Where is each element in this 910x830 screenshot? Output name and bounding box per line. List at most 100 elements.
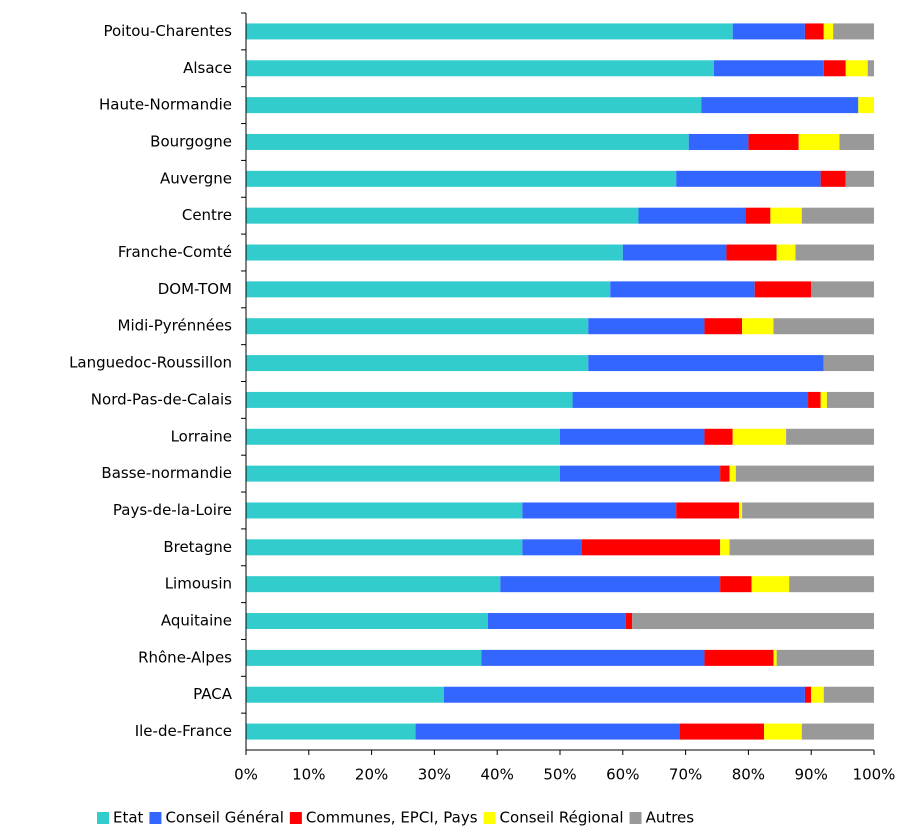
y-tick-label: Nord-Pas-de-Calais [91,390,232,408]
bar-segment [823,60,846,77]
y-tick-label: Aquitaine [161,612,232,630]
bar-segment [776,244,796,261]
y-tick-label: Languedoc-Roussillon [69,354,232,372]
legend-label: Communes, EPCI, Pays [306,809,478,827]
bar-segment [732,428,787,445]
bar-segment [754,281,812,298]
y-tick-label: Lorraine [171,427,232,445]
y-tick-label: Haute-Normandie [99,96,232,114]
bar-segment [823,23,834,40]
bar-segment [704,318,743,335]
bar-segment [581,539,721,556]
bar-segment [726,244,777,261]
bar-segment [776,649,874,666]
bar-segment [246,465,560,482]
bar-segment [823,355,874,372]
bar-segment [720,576,752,593]
y-tick-label: Auvergne [160,169,232,187]
y-tick-label: Centre [182,206,232,224]
bar-segment [246,60,714,77]
bar-segment [246,686,444,703]
bar-segment [742,318,774,335]
bar-segment [701,97,859,114]
bar-segment [246,281,611,298]
bar-segment [858,97,874,114]
bar-segment [742,502,874,519]
bar-segment [845,60,868,77]
y-tick-label: Bretagne [163,538,232,556]
y-tick-label: Bourgogne [150,132,232,150]
bar-segment [638,207,746,224]
bar-segment [246,207,639,224]
bar-segment [588,355,824,372]
bar-segment [745,207,771,224]
bar-segment [823,686,874,703]
bar-segment [773,649,777,666]
x-tick-label: 70% [669,766,702,784]
x-tick-label: 0% [234,766,258,784]
bar-segment [773,318,874,335]
bar-segment [826,391,874,408]
bar-segment [572,391,809,408]
bar-segment [748,133,799,150]
y-tick-label: Rhône-Alpes [138,648,232,666]
bar-segment [246,97,702,114]
bar-segment [676,170,821,187]
bar-segment [811,281,874,298]
y-tick-label: Midi-Pyrénnées [118,317,233,335]
bar-segment [625,613,633,630]
bar-segment [246,244,623,261]
y-tick-label: Ile-de-France [135,722,232,740]
bar-segment [786,428,874,445]
legend-swatch [149,812,162,824]
bar-segment [713,60,824,77]
x-tick-label: 90% [795,766,828,784]
bar-segment [246,428,560,445]
bar-segment [246,391,573,408]
bar-segment [246,133,689,150]
bar-segment [720,465,730,482]
bar-segment [704,428,733,445]
bar-segment [246,539,523,556]
bar-segment [732,23,805,40]
bar-segment [798,133,840,150]
bar-segment [801,207,874,224]
x-tick-label: 30% [418,766,451,784]
y-tick-label: Limousin [165,575,232,593]
bar-segment [560,465,721,482]
bar-segment [246,23,733,40]
legend-swatch [289,812,302,824]
bar-segment [679,723,765,740]
y-tick-label: PACA [193,685,233,703]
bar-segment [246,502,523,519]
x-tick-label: 100% [853,766,896,784]
x-tick-label: 20% [355,766,388,784]
bar-segment [415,723,680,740]
legend-swatch [629,812,642,824]
bar-segment [610,281,755,298]
bar-segment [738,502,743,519]
bar-segment [522,502,677,519]
legend-label: Conseil Régional [500,809,624,827]
bar-segment [820,170,846,187]
bar-segment [443,686,805,703]
x-tick-label: 50% [543,766,576,784]
bar-segment [804,686,812,703]
bar-segment [795,244,874,261]
bar-segment [729,465,736,482]
bar-segment [833,23,874,40]
bar-segment [867,60,874,77]
x-tick-label: 10% [292,766,325,784]
legend-swatch [483,812,496,824]
bar-segment [764,723,802,740]
bar-segment [735,465,874,482]
bar-segment [588,318,705,335]
x-tick-label: 40% [481,766,514,784]
legend-label: Conseil Général [165,809,283,827]
bar-segment [820,391,827,408]
bar-segment [560,428,705,445]
bar-segment [729,539,874,556]
bar-segment [246,723,416,740]
bar-segment [804,23,824,40]
